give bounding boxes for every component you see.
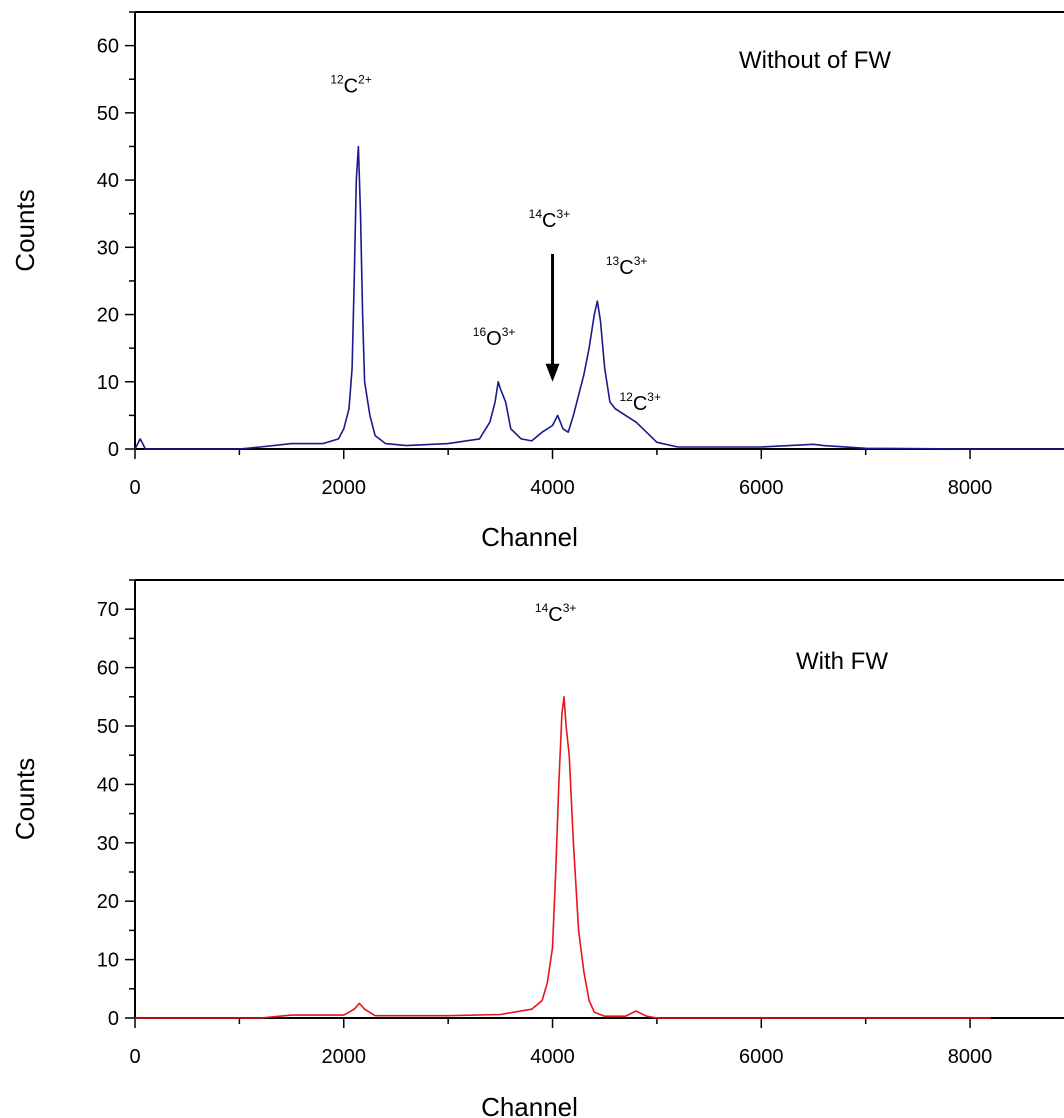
y-tick-label: 70: [97, 599, 119, 621]
y-axis-title: Counts: [10, 189, 40, 271]
x-tick-label: 6000: [739, 477, 784, 499]
y-tick-label: 20: [97, 305, 119, 327]
panel-annotation: With FW: [796, 648, 888, 675]
series-line: [134, 145, 1064, 450]
y-tick-label: 10: [97, 950, 119, 972]
y-tick-label: 0: [108, 1008, 119, 1030]
y-tick-label: 50: [97, 716, 119, 738]
peak-label: 14C3+: [529, 207, 571, 232]
x-tick-label: 8000: [948, 477, 993, 499]
x-tick-label: 4000: [530, 477, 575, 499]
peak-label: 12C3+: [619, 390, 661, 415]
y-tick-label: 30: [97, 237, 119, 259]
peak-label: 12C2+: [330, 73, 372, 98]
x-axis-title: Channel: [481, 522, 578, 552]
y-tick-label: 20: [97, 891, 119, 913]
chart-panel-with-fw: 0 10 20 30 40 50 60 70 0 2000 4000 6000 8000 Channel C…: [10, 579, 1064, 1118]
y-tick-label: 40: [97, 774, 119, 796]
y-axis-title: Counts: [10, 758, 40, 840]
x-tick-label: 2000: [322, 1046, 367, 1068]
x-tick-label: 0: [129, 1046, 140, 1068]
series-line: [135, 695, 991, 1019]
peak-label: 14C3+: [535, 601, 577, 626]
peak-label: 16O3+: [473, 325, 516, 350]
y-tick-label: 30: [97, 833, 119, 855]
y-tick-label: 60: [97, 658, 119, 680]
x-tick-label: 0: [129, 477, 140, 499]
y-tick-label: 0: [108, 439, 119, 461]
y-tick-label: 50: [97, 103, 119, 125]
peak-label: 13C3+: [606, 254, 648, 279]
x-tick-label: 2000: [322, 477, 367, 499]
chart-panel-without-fw: 0 10 20 30 40 50 60 0 2000 4000 6000 8000 Channel Cou…: [10, 11, 1064, 552]
y-tick-label: 10: [97, 372, 119, 394]
y-tick-label: 40: [97, 170, 119, 192]
arrow-head: [545, 363, 560, 382]
x-tick-label: 8000: [948, 1046, 993, 1068]
panel-annotation: Without of FW: [739, 47, 891, 74]
y-tick-label: 60: [97, 36, 119, 58]
x-tick-label: 6000: [739, 1046, 784, 1068]
x-tick-label: 4000: [530, 1046, 575, 1068]
x-axis-title: Channel: [481, 1092, 578, 1118]
